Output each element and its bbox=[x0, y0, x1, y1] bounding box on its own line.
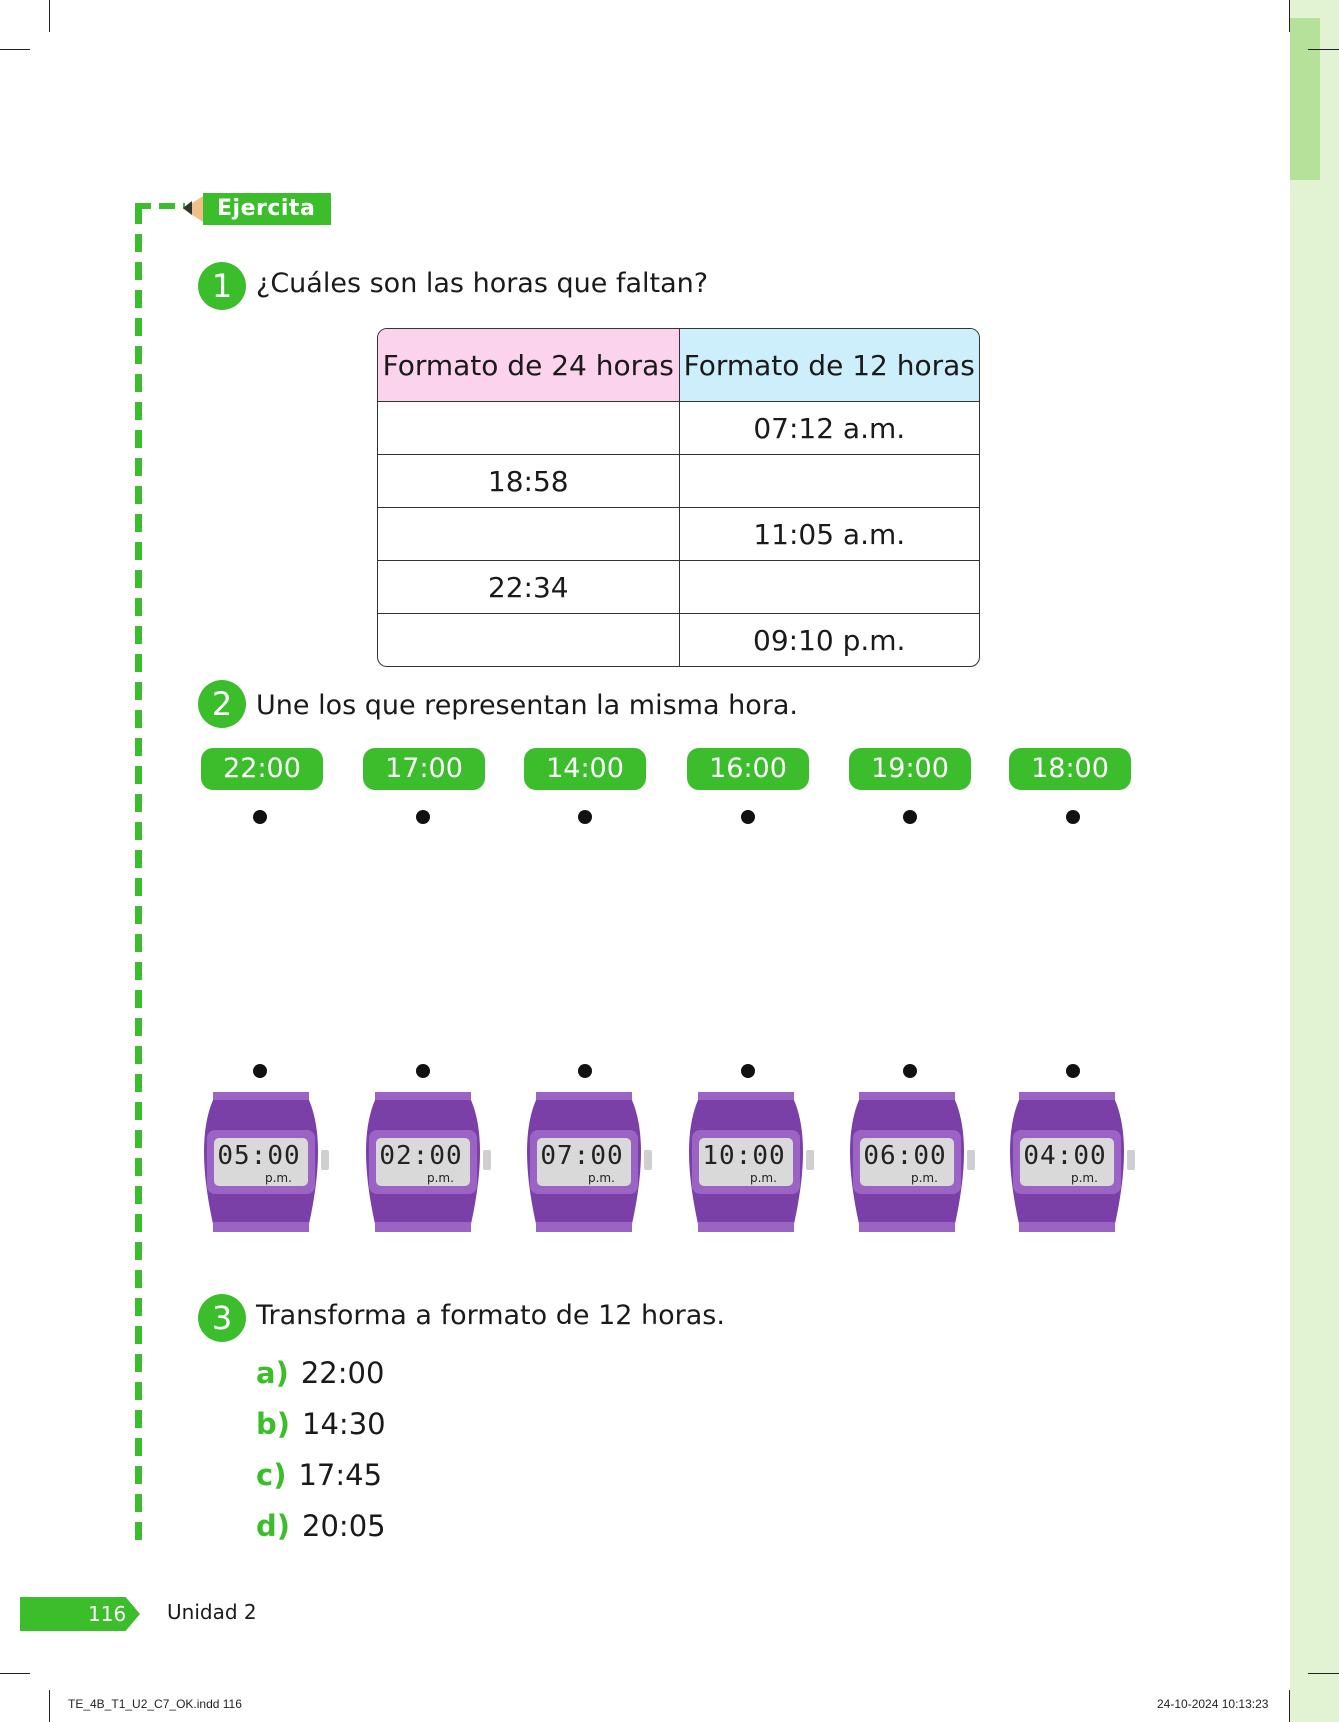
crop-mark bbox=[0, 1673, 30, 1674]
exercise-2-prompt: Une los que representan la misma hora. bbox=[256, 690, 798, 721]
watch-time: 10:00 bbox=[702, 1141, 786, 1171]
item-value: 14:30 bbox=[302, 1407, 386, 1441]
digital-watch: 02:00 p.m. bbox=[357, 1092, 497, 1232]
page-number: 116 bbox=[88, 1602, 127, 1626]
time-pill: 19:00 bbox=[849, 748, 971, 790]
crop-mark bbox=[1289, 1690, 1290, 1722]
crop-mark bbox=[49, 0, 50, 32]
match-dot-bottom[interactable] bbox=[1066, 1064, 1080, 1078]
watch-icon bbox=[366, 1092, 491, 1232]
item-letter: c) bbox=[256, 1458, 287, 1492]
table-row: 11:05 a.m. bbox=[378, 507, 979, 560]
crop-mark bbox=[1308, 1673, 1339, 1674]
watch-time: 02:00 bbox=[379, 1141, 463, 1171]
cell-24h[interactable] bbox=[378, 614, 679, 666]
section-tag-label: Ejercita bbox=[203, 193, 332, 225]
unit-label: Unidad 2 bbox=[167, 1600, 257, 1624]
watch-time: 04:00 bbox=[1023, 1141, 1107, 1171]
exercise-number-1: 1 bbox=[198, 262, 246, 310]
digital-watch: 04:00 p.m. bbox=[1001, 1092, 1141, 1232]
match-dot-top[interactable] bbox=[903, 810, 917, 824]
cell-12h[interactable] bbox=[678, 561, 980, 613]
item-value: 20:05 bbox=[302, 1509, 386, 1543]
time-pill: 17:00 bbox=[363, 748, 485, 790]
digital-watch: 10:00 p.m. bbox=[680, 1092, 820, 1232]
match-dot-top[interactable] bbox=[578, 810, 592, 824]
crop-mark bbox=[1308, 49, 1339, 50]
header-12-hours: Formato de 12 horas bbox=[678, 329, 979, 401]
pencil-lead-icon bbox=[183, 201, 192, 215]
item-letter: d) bbox=[256, 1509, 291, 1543]
match-dot-bottom[interactable] bbox=[253, 1064, 267, 1078]
item-value: 22:00 bbox=[300, 1356, 385, 1390]
dashed-guide-line bbox=[135, 206, 142, 1548]
time-pill: 14:00 bbox=[524, 748, 646, 790]
match-dot-top[interactable] bbox=[416, 810, 430, 824]
list-item: c) 17:45 bbox=[256, 1458, 382, 1492]
cell-12h: 07:12 a.m. bbox=[678, 402, 980, 454]
list-item: a) 22:00 bbox=[256, 1356, 384, 1390]
side-band bbox=[1290, 0, 1339, 1722]
watch-icon bbox=[850, 1092, 975, 1232]
watch-time: 06:00 bbox=[863, 1141, 947, 1171]
dashed-guide-connector bbox=[135, 203, 185, 209]
watch-period: p.m. bbox=[265, 1171, 292, 1185]
match-dot-top[interactable] bbox=[1066, 810, 1080, 824]
item-letter: b) bbox=[256, 1407, 291, 1441]
match-dot-bottom[interactable] bbox=[741, 1064, 755, 1078]
watch-period: p.m. bbox=[427, 1171, 454, 1185]
watch-period: p.m. bbox=[1071, 1171, 1098, 1185]
time-pill: 18:00 bbox=[1009, 748, 1131, 790]
cell-24h[interactable] bbox=[378, 508, 679, 560]
cell-24h: 22:34 bbox=[487, 570, 569, 604]
table-header-row: Formato de 24 horas Formato de 12 horas bbox=[378, 329, 979, 401]
digital-watch: 05:00 p.m. bbox=[195, 1092, 335, 1232]
list-item: b) 14:30 bbox=[256, 1407, 386, 1441]
match-dot-bottom[interactable] bbox=[416, 1064, 430, 1078]
table-row: 09:10 p.m. bbox=[378, 613, 979, 666]
watch-icon bbox=[689, 1092, 814, 1232]
exercise-number-3: 3 bbox=[198, 1294, 246, 1342]
print-slug-date: 24-10-2024 10:13:23 bbox=[1157, 1697, 1269, 1711]
cell-12h: 11:05 a.m. bbox=[678, 508, 980, 560]
watch-time: 07:00 bbox=[540, 1141, 624, 1171]
page-number-tab bbox=[20, 1597, 140, 1631]
cell-24h[interactable] bbox=[378, 402, 679, 454]
exercise-number-2: 2 bbox=[198, 680, 246, 728]
table-row: 22:34 bbox=[378, 560, 979, 613]
watch-period: p.m. bbox=[911, 1171, 938, 1185]
match-dot-bottom[interactable] bbox=[903, 1064, 917, 1078]
header-24-hours: Formato de 24 horas bbox=[378, 329, 679, 401]
watch-icon bbox=[1010, 1092, 1135, 1232]
cell-12h: 09:10 p.m. bbox=[678, 614, 980, 666]
watch-time: 05:00 bbox=[217, 1141, 301, 1171]
watch-icon bbox=[527, 1092, 652, 1232]
watch-period: p.m. bbox=[750, 1171, 777, 1185]
list-item: d) 20:05 bbox=[256, 1509, 386, 1543]
cell-24h: 18:58 bbox=[487, 464, 569, 498]
time-pill: 16:00 bbox=[687, 748, 809, 790]
exercise-1-prompt: ¿Cuáles son las horas que faltan? bbox=[256, 268, 709, 299]
crop-mark bbox=[49, 1690, 50, 1722]
match-dot-top[interactable] bbox=[741, 810, 755, 824]
digital-watch: 06:00 p.m. bbox=[841, 1092, 981, 1232]
watch-icon bbox=[204, 1092, 329, 1232]
item-value: 17:45 bbox=[298, 1458, 383, 1492]
table-row: 18:58 bbox=[378, 454, 979, 507]
exercise-3-prompt: Transforma a formato de 12 horas. bbox=[256, 1300, 725, 1331]
time-format-table: Formato de 24 horas Formato de 12 horas … bbox=[377, 328, 980, 667]
section-tag: Ejercita bbox=[183, 193, 332, 225]
watch-period: p.m. bbox=[588, 1171, 615, 1185]
table-row: 07:12 a.m. bbox=[378, 401, 979, 454]
crop-mark bbox=[1289, 0, 1290, 32]
side-band-accent bbox=[1290, 18, 1320, 180]
time-pill: 22:00 bbox=[201, 748, 323, 790]
digital-watch: 07:00 p.m. bbox=[518, 1092, 658, 1232]
match-dot-top[interactable] bbox=[253, 810, 267, 824]
cell-12h[interactable] bbox=[678, 455, 980, 507]
match-dot-bottom[interactable] bbox=[578, 1064, 592, 1078]
crop-mark bbox=[0, 49, 30, 50]
item-letter: a) bbox=[256, 1356, 289, 1390]
print-slug-file: TE_4B_T1_U2_C7_OK.indd 116 bbox=[68, 1697, 242, 1711]
